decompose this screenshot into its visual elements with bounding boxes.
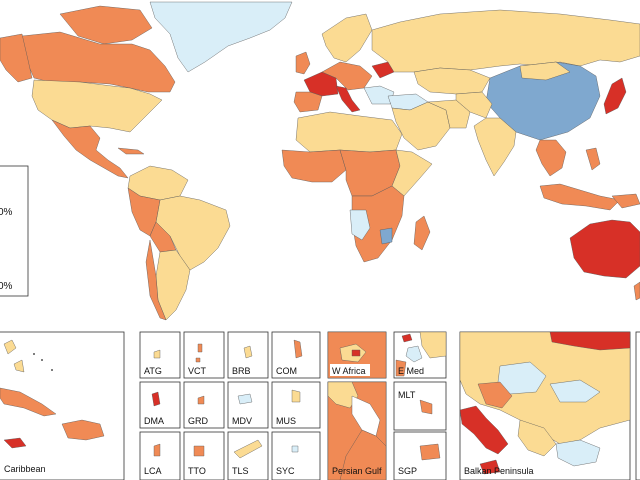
inset-label-vct: VCT bbox=[188, 366, 207, 376]
region-iberia bbox=[293, 91, 323, 113]
inset-label-brb: BRB bbox=[232, 366, 251, 376]
region-russia bbox=[371, 9, 640, 73]
region-arctic-islands bbox=[59, 5, 153, 45]
inset-label-dma: DMA bbox=[144, 416, 164, 426]
inset-label-lca: LCA bbox=[144, 466, 162, 476]
region-japan bbox=[603, 77, 627, 115]
inset-label-mlt: MLT bbox=[398, 390, 416, 400]
caribbean-hispaniola bbox=[61, 419, 105, 441]
region-zimbabwe bbox=[379, 227, 393, 245]
inset-emed: E Med bbox=[393, 331, 447, 379]
inset-grd: GRD bbox=[183, 381, 225, 429]
region-east-africa bbox=[391, 149, 433, 197]
region-canada bbox=[21, 31, 176, 93]
inset-label-tls: TLS bbox=[232, 466, 249, 476]
inset-dma: DMA bbox=[139, 381, 181, 429]
region-madagascar bbox=[413, 215, 431, 251]
inset-label-sgp: SGP bbox=[398, 466, 417, 476]
region-alaska bbox=[0, 33, 33, 83]
region-indonesia bbox=[539, 183, 621, 211]
inset-wafrica: W Africa bbox=[327, 331, 387, 379]
inset-atg: ATG bbox=[139, 331, 181, 379]
region-bolivia bbox=[149, 221, 177, 253]
inset-label-atg: ATG bbox=[144, 366, 162, 376]
region-png bbox=[611, 193, 640, 209]
inset-tls: TLS bbox=[227, 431, 269, 480]
caribbean-cuba bbox=[0, 387, 57, 417]
legend: 0% 0% bbox=[0, 165, 29, 297]
inset-sgp: SGP bbox=[393, 431, 447, 480]
region-middle-east bbox=[391, 101, 451, 151]
inset-brb: BRB bbox=[227, 331, 269, 379]
inset-label-emed: E Med bbox=[398, 366, 424, 376]
region-greenland bbox=[149, 1, 293, 73]
inset-label-grd: GRD bbox=[188, 416, 209, 426]
inset-label-wafrica: W Africa bbox=[332, 366, 366, 376]
inset-label-syc: SYC bbox=[276, 466, 295, 476]
inset-com: COM bbox=[271, 331, 321, 379]
inset-syc: SYC bbox=[271, 431, 321, 480]
caribbean-jamaica bbox=[3, 437, 27, 449]
region-central-europe bbox=[321, 61, 373, 91]
region-mexico bbox=[51, 119, 129, 179]
inset-mus: MUS bbox=[271, 381, 321, 429]
inset-label-tto: TTO bbox=[188, 466, 206, 476]
region-namibia-botswana bbox=[349, 209, 371, 241]
inset-lca: LCA bbox=[139, 431, 181, 480]
inset-label-balkan: Balkan Peninsula bbox=[464, 466, 534, 476]
region-philippines bbox=[585, 147, 601, 171]
legend-label-1: 0% bbox=[0, 207, 13, 218]
inset-label-com: COM bbox=[276, 366, 297, 376]
region-uk bbox=[295, 51, 311, 75]
region-usa bbox=[31, 79, 163, 133]
region-se-asia bbox=[535, 139, 567, 177]
region-italy bbox=[335, 85, 361, 113]
inset-balkan: Balkan Peninsula bbox=[459, 331, 631, 480]
region-mongolia bbox=[519, 61, 571, 81]
region-scandinavia bbox=[321, 13, 373, 63]
inset-caribbean: Caribbean bbox=[0, 331, 125, 480]
inset-label-mus: MUS bbox=[276, 416, 296, 426]
region-chile bbox=[145, 239, 167, 321]
region-cuba bbox=[117, 147, 145, 155]
inset-label-persian: Persian Gulf bbox=[332, 466, 382, 476]
region-australia bbox=[569, 219, 640, 279]
region-india bbox=[473, 117, 517, 177]
legend-label-4: 0% bbox=[0, 281, 13, 292]
inset-persian: Persian Gulf bbox=[327, 381, 387, 480]
inset-mlt: MLT bbox=[393, 381, 447, 431]
inset-label-mdv: MDV bbox=[232, 416, 252, 426]
region-new-zealand bbox=[633, 281, 640, 301]
caribbean-bahamas bbox=[3, 339, 25, 373]
inset-tto: TTO bbox=[183, 431, 225, 480]
inset-vct: VCT bbox=[183, 331, 225, 379]
inset-label-caribbean: Caribbean bbox=[4, 464, 46, 474]
inset-mdv: MDV bbox=[227, 381, 269, 429]
region-west-africa bbox=[281, 149, 347, 183]
